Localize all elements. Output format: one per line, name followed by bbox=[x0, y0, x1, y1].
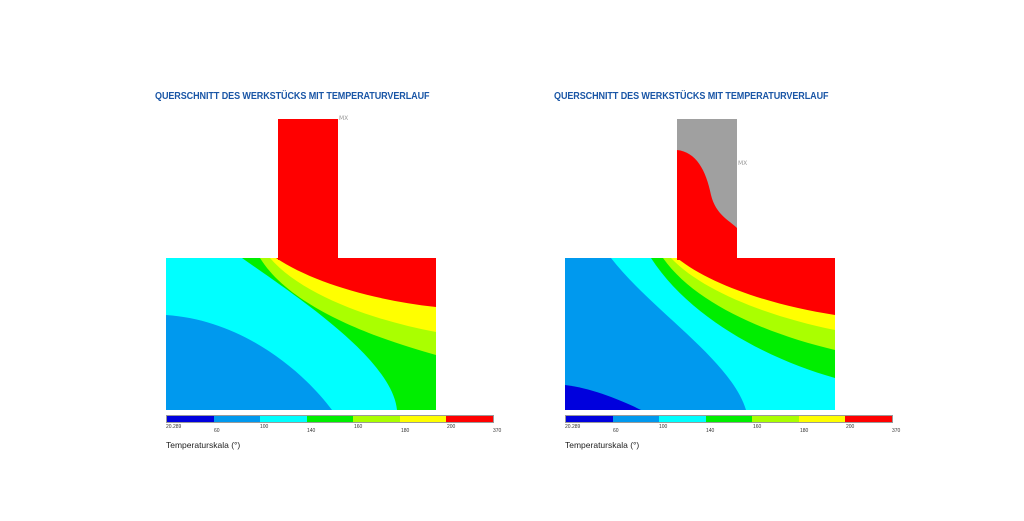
panel-title: QUERSCHNITT DES WERKSTÜCKS MIT TEMPERATU… bbox=[554, 90, 829, 102]
scale-tick: 60 bbox=[613, 428, 619, 434]
temperature-scale-bar bbox=[565, 415, 893, 423]
node-marker: MX bbox=[339, 115, 348, 122]
scale-tick: 160 bbox=[354, 424, 363, 430]
scale-band bbox=[213, 416, 261, 422]
scale-tick: 100 bbox=[260, 424, 269, 430]
scale-band bbox=[659, 416, 706, 422]
zone-cyan bbox=[166, 258, 402, 410]
zone-red-lower bbox=[677, 258, 835, 315]
scale-band bbox=[306, 416, 354, 422]
scale-tick: 20.289 bbox=[166, 424, 182, 430]
scale-band bbox=[845, 416, 893, 422]
scale-label: Temperaturskala (°) bbox=[166, 440, 241, 450]
scale-band bbox=[705, 416, 753, 422]
zone-red-lower bbox=[276, 258, 436, 307]
scale-tick: 160 bbox=[753, 424, 762, 430]
scale-band bbox=[566, 416, 613, 422]
scale-band bbox=[399, 416, 447, 422]
temperature-field-right: MX bbox=[565, 119, 835, 410]
scale-band bbox=[260, 416, 307, 422]
scale-band bbox=[167, 416, 214, 422]
scale-band bbox=[798, 416, 846, 422]
cross-section-panel-left: QUERSCHNITT DES WERKSTÜCKS MIT TEMPERATU… bbox=[152, 0, 552, 521]
scale-band bbox=[752, 416, 799, 422]
scale-tick: 60 bbox=[214, 428, 220, 434]
stem-heated-region bbox=[677, 150, 737, 260]
stem-region bbox=[278, 119, 338, 260]
temperature-scale-bar bbox=[166, 415, 494, 423]
scale-band bbox=[612, 416, 660, 422]
panel-title: QUERSCHNITT DES WERKSTÜCKS MIT TEMPERATU… bbox=[155, 90, 430, 102]
scale-tick: 200 bbox=[846, 424, 855, 430]
scale-tick: 370 bbox=[892, 428, 901, 434]
scale-label: Temperaturskala (°) bbox=[565, 440, 640, 450]
scale-tick: 180 bbox=[401, 428, 410, 434]
scale-tick: 370 bbox=[493, 428, 502, 434]
node-marker: MX bbox=[738, 160, 747, 167]
scale-tick: 20.289 bbox=[565, 424, 581, 430]
scale-band bbox=[353, 416, 400, 422]
zone-blue bbox=[565, 385, 641, 410]
scale-tick: 100 bbox=[659, 424, 668, 430]
scale-tick: 200 bbox=[447, 424, 456, 430]
cross-section-panel-right: QUERSCHNITT DES WERKSTÜCKS MIT TEMPERATU… bbox=[551, 0, 951, 521]
scale-band bbox=[446, 416, 494, 422]
temperature-field-left: MX bbox=[166, 115, 436, 410]
scale-tick: 180 bbox=[800, 428, 809, 434]
scale-tick: 140 bbox=[706, 428, 715, 434]
scale-tick: 140 bbox=[307, 428, 316, 434]
